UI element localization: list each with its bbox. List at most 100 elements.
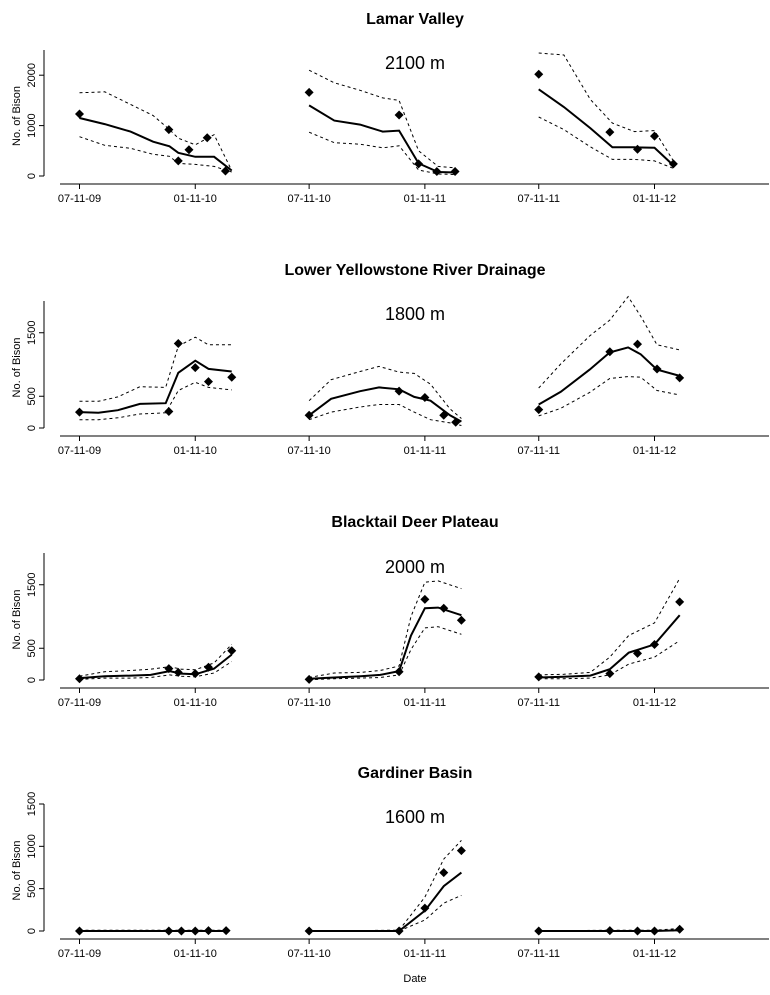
chart-panel: Gardiner Basin 1600 m 0 500 1000 1500 No. of B…: [11, 765, 769, 985]
upper-bound-line: [309, 840, 462, 932]
x-axis-label: Date: [403, 973, 426, 985]
observed-point: [650, 131, 660, 141]
elevation-label: 2100 m: [385, 53, 445, 73]
x-tick-label: 07-11-11: [518, 193, 560, 205]
lower-bound-line: [79, 136, 232, 173]
lower-bound-line: [538, 116, 674, 169]
x-tick-label: 01-11-11: [404, 697, 446, 709]
observed-point: [668, 159, 678, 169]
lower-bound-line: [538, 640, 680, 680]
x-tick-label: 07-11-10: [288, 193, 331, 205]
model-line: [538, 614, 681, 679]
observed-point: [220, 166, 230, 176]
lower-bound-line: [538, 376, 680, 417]
observed-point: [203, 662, 213, 672]
model-line: [79, 117, 233, 172]
observed-point: [605, 669, 615, 679]
elevation-label: 2000 m: [385, 557, 445, 577]
y-axis-label: No. of Bison: [11, 841, 23, 901]
lower-bound-line: [79, 661, 232, 680]
panel-title: Blacktail Deer Plateau: [331, 514, 498, 531]
y-tick-label: 1500: [26, 792, 38, 816]
observed-point: [173, 156, 183, 166]
observed-point: [184, 145, 194, 155]
observed-point: [420, 393, 430, 403]
observed-point: [221, 926, 231, 936]
x-tick-label: 07-11-09: [58, 193, 101, 205]
x-tick-label: 01-11-10: [174, 697, 217, 709]
x-tick-label: 07-11-09: [58, 697, 101, 709]
observed-point: [420, 594, 430, 604]
observed-point: [173, 667, 183, 677]
upper-bound-line: [309, 580, 462, 678]
upper-bound-line: [308, 69, 456, 169]
x-tick-label: 01-11-11: [404, 948, 446, 960]
x-tick-label: 07-11-10: [288, 948, 331, 960]
observed-point: [176, 926, 186, 936]
elevation-label: 1600 m: [385, 807, 445, 827]
observed-point: [203, 926, 213, 936]
observed-point: [75, 407, 85, 417]
observed-point: [304, 87, 314, 97]
observed-point: [394, 386, 404, 396]
observed-point: [432, 166, 442, 176]
model-line: [79, 359, 232, 414]
observed-point: [202, 133, 212, 143]
y-axis-label: No. of Bison: [11, 590, 23, 650]
observed-point: [190, 926, 200, 936]
observed-point: [394, 926, 404, 936]
observed-point: [420, 903, 430, 913]
y-tick-label: 0: [26, 425, 38, 431]
chart-panel: Blacktail Deer Plateau 2000 m 0 500 1500No. …: [11, 514, 769, 709]
observed-point: [605, 127, 615, 137]
upper-bound-line: [308, 365, 462, 419]
upper-bound-line: [79, 644, 233, 677]
y-axis-label: No. of Bison: [11, 338, 23, 398]
observed-point: [203, 377, 213, 387]
upper-bound-line: [79, 91, 233, 171]
observed-point: [227, 372, 237, 382]
y-tick-label: 1000: [26, 834, 38, 858]
x-tick-label: 07-11-11: [518, 697, 560, 709]
y-axis-label: No. of Bison: [11, 86, 23, 146]
observed-point: [75, 109, 85, 119]
x-tick-label: 07-11-10: [288, 445, 331, 457]
y-tick-label: 2000: [26, 63, 38, 87]
lower-bound-line: [309, 894, 462, 932]
model-line: [538, 88, 675, 167]
panel-title: Lower Yellowstone River Drainage: [284, 262, 545, 279]
observed-point: [534, 672, 544, 682]
observed-point: [605, 926, 615, 936]
x-tick-label: 01-11-11: [404, 445, 446, 457]
y-tick-label: 500: [26, 639, 38, 657]
observed-point: [675, 924, 685, 934]
observed-point: [633, 339, 643, 349]
y-tick-label: 1000: [26, 113, 38, 137]
observed-point: [164, 926, 174, 936]
observed-point: [439, 603, 449, 613]
observed-point: [456, 615, 466, 625]
model-line: [309, 606, 462, 680]
lower-bound-line: [309, 626, 462, 681]
observed-point: [605, 347, 615, 357]
y-tick-label: 1500: [26, 573, 38, 597]
model-line: [538, 346, 680, 406]
observed-point: [534, 405, 544, 415]
observed-point: [650, 926, 660, 936]
observed-point: [304, 410, 314, 420]
observed-point: [164, 125, 174, 135]
observed-point: [414, 159, 424, 169]
lower-bound-line: [79, 381, 232, 421]
upper-bound-line: [538, 578, 681, 676]
observed-point: [675, 373, 685, 383]
upper-bound-line: [538, 295, 680, 389]
y-tick-label: 0: [26, 677, 38, 683]
lower-bound-line: [308, 131, 456, 175]
elevation-label: 1800 m: [385, 304, 445, 324]
x-tick-label: 01-11-12: [633, 445, 676, 457]
observed-point: [75, 926, 85, 936]
x-tick-label: 01-11-12: [633, 948, 676, 960]
observed-point: [456, 846, 466, 856]
observed-point: [451, 417, 461, 427]
